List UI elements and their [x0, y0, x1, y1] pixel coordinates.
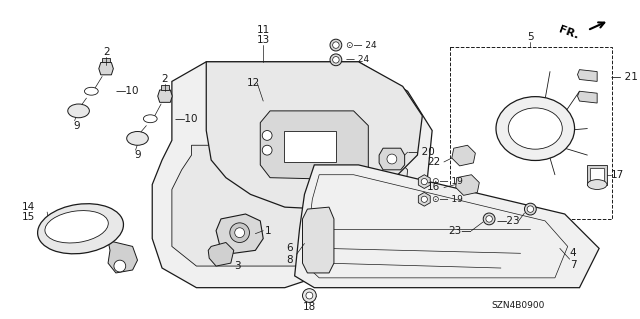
Text: 4: 4 [570, 248, 576, 258]
Circle shape [235, 228, 244, 238]
Text: —10: —10 [116, 86, 140, 96]
Circle shape [262, 130, 272, 140]
Text: 13: 13 [257, 35, 270, 45]
Text: 3: 3 [234, 261, 241, 271]
Circle shape [421, 179, 428, 185]
Text: — 21: — 21 [611, 71, 638, 82]
Text: 2: 2 [162, 74, 168, 85]
Text: FR.: FR. [558, 24, 580, 41]
Polygon shape [157, 90, 172, 102]
Ellipse shape [588, 180, 607, 189]
Ellipse shape [496, 97, 575, 160]
Circle shape [527, 206, 534, 212]
Text: 11: 11 [257, 25, 270, 35]
Ellipse shape [143, 115, 157, 123]
Polygon shape [588, 165, 607, 185]
Ellipse shape [68, 104, 90, 118]
Polygon shape [452, 145, 476, 166]
Text: ⊙— 19: ⊙— 19 [432, 177, 463, 186]
Text: 5: 5 [527, 32, 534, 42]
Text: 17: 17 [611, 170, 624, 180]
Circle shape [114, 260, 125, 272]
Text: ⊙— 24: ⊙— 24 [346, 41, 376, 49]
Circle shape [483, 213, 495, 225]
Circle shape [387, 154, 397, 164]
Polygon shape [206, 62, 422, 209]
Text: 1: 1 [265, 226, 272, 236]
Circle shape [333, 42, 339, 48]
Polygon shape [456, 175, 479, 195]
Polygon shape [172, 145, 408, 266]
Polygon shape [590, 168, 604, 182]
Text: 7: 7 [570, 260, 576, 270]
Polygon shape [577, 91, 597, 103]
Polygon shape [208, 242, 234, 266]
Text: 9: 9 [134, 150, 141, 160]
Polygon shape [379, 148, 404, 170]
Circle shape [330, 39, 342, 51]
Polygon shape [294, 165, 599, 288]
Text: 15: 15 [22, 212, 35, 222]
Bar [450, 47, 612, 219]
Text: — 20: — 20 [408, 147, 435, 157]
Text: 2: 2 [103, 47, 109, 57]
Text: — 24: — 24 [346, 55, 369, 64]
Ellipse shape [45, 211, 108, 243]
Text: 6: 6 [286, 243, 292, 253]
Text: 18: 18 [303, 302, 316, 312]
Text: 12: 12 [247, 78, 260, 88]
Text: 23—: 23— [448, 226, 472, 236]
Circle shape [524, 203, 536, 215]
Text: ⊙— 19: ⊙— 19 [432, 195, 463, 204]
Polygon shape [260, 111, 368, 180]
Ellipse shape [38, 204, 124, 254]
Circle shape [421, 196, 428, 202]
Polygon shape [216, 214, 263, 253]
Circle shape [486, 216, 492, 222]
Text: —23: —23 [497, 216, 520, 226]
Polygon shape [303, 207, 334, 273]
Text: SZN4B0900: SZN4B0900 [491, 301, 545, 310]
Polygon shape [108, 241, 138, 273]
Circle shape [330, 54, 342, 66]
Polygon shape [102, 57, 110, 63]
Text: 8: 8 [286, 255, 292, 265]
Text: 16: 16 [427, 182, 440, 192]
Ellipse shape [127, 131, 148, 145]
Circle shape [303, 289, 316, 302]
Ellipse shape [508, 108, 563, 149]
Circle shape [230, 223, 250, 242]
Text: 22: 22 [427, 157, 440, 167]
Circle shape [306, 292, 313, 299]
Circle shape [333, 56, 339, 63]
Text: —10: —10 [175, 114, 198, 124]
Circle shape [262, 145, 272, 155]
Polygon shape [419, 192, 430, 206]
Text: 14: 14 [22, 202, 35, 212]
Polygon shape [99, 63, 113, 75]
Polygon shape [152, 62, 432, 288]
Polygon shape [284, 130, 336, 162]
Text: 9: 9 [74, 121, 80, 130]
Ellipse shape [84, 87, 98, 95]
Polygon shape [161, 85, 169, 90]
Polygon shape [577, 70, 597, 81]
Polygon shape [419, 175, 430, 189]
